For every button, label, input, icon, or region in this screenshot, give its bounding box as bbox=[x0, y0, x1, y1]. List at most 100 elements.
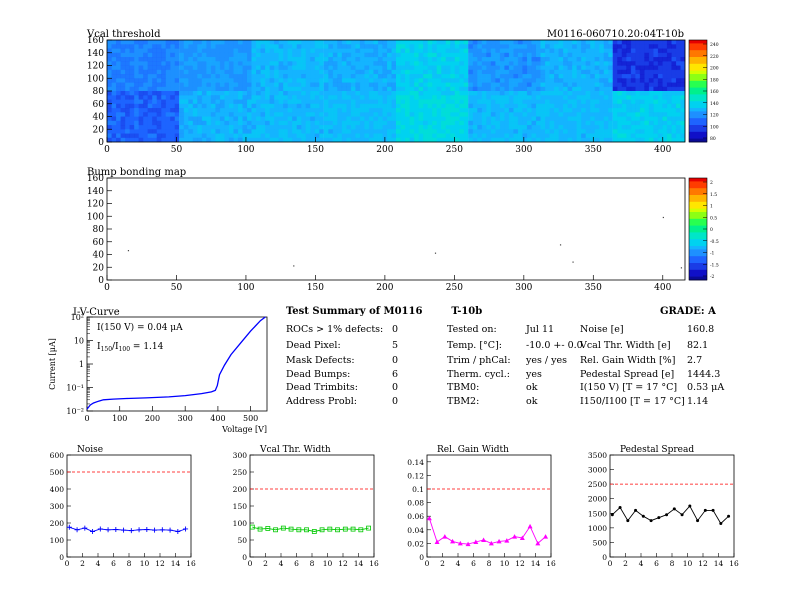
pixel-cell bbox=[653, 65, 659, 71]
pixel-cell bbox=[572, 52, 577, 58]
pixel-cell bbox=[346, 74, 352, 79]
pixel-cell bbox=[517, 137, 523, 143]
pixel-cell bbox=[165, 116, 171, 122]
pixel-cell bbox=[256, 103, 261, 109]
pixel-cell bbox=[233, 65, 239, 71]
pixel-cell bbox=[111, 40, 117, 45]
pixel-cell bbox=[508, 112, 514, 117]
pixel-cell bbox=[183, 61, 189, 66]
pixel-cell bbox=[414, 129, 419, 134]
pixel-cell bbox=[590, 125, 595, 130]
x-tick-label: 300 bbox=[178, 414, 193, 423]
pixel-cell bbox=[666, 116, 672, 122]
x-tick-label: 0 bbox=[65, 559, 70, 568]
pixel-cell bbox=[265, 69, 270, 75]
data-point bbox=[257, 526, 263, 532]
pixel-cell bbox=[283, 129, 288, 134]
pixel-cell bbox=[292, 125, 297, 130]
pixel-cell bbox=[612, 99, 618, 105]
condition-label: TBM2: bbox=[447, 396, 480, 407]
pixel-cell bbox=[409, 52, 415, 58]
pixel-cell bbox=[590, 95, 595, 100]
pixel-cell bbox=[495, 103, 501, 109]
pixel-cell bbox=[594, 91, 600, 96]
pixel-cell bbox=[472, 91, 478, 96]
pixel-cell bbox=[486, 69, 492, 75]
pixel-cell bbox=[445, 40, 451, 45]
pixel-cell bbox=[147, 125, 153, 130]
pixel-cell bbox=[549, 69, 555, 75]
pixel-cell bbox=[260, 57, 266, 62]
pixel-cell bbox=[635, 137, 641, 143]
pixel-cell bbox=[599, 133, 605, 139]
pixel-cell bbox=[174, 48, 180, 54]
pixel-cell bbox=[278, 48, 284, 54]
pixel-cell bbox=[174, 78, 180, 83]
pixel-cell bbox=[156, 86, 162, 92]
pixel-cell bbox=[197, 61, 203, 66]
pixel-cell bbox=[590, 48, 595, 54]
pixel-cell bbox=[671, 103, 677, 109]
pixel-cell bbox=[549, 52, 555, 58]
pixel-cell bbox=[305, 116, 311, 122]
pixel-cell bbox=[409, 103, 415, 109]
pixel-cell bbox=[152, 57, 157, 62]
pixel-cell bbox=[666, 44, 672, 49]
y-tick-label: 3000 bbox=[588, 466, 607, 475]
pixel-cell bbox=[549, 78, 555, 83]
pixel-cell bbox=[183, 116, 189, 122]
pixel-cell bbox=[585, 78, 591, 83]
pixel-cell bbox=[423, 61, 428, 66]
pixel-cell bbox=[373, 57, 379, 62]
pixel-cell bbox=[472, 40, 478, 45]
pixel-cell bbox=[400, 91, 406, 96]
pixel-cell bbox=[283, 95, 288, 100]
pixel-cell bbox=[545, 48, 550, 54]
pixel-cell bbox=[278, 52, 284, 58]
pixel-cell bbox=[111, 65, 117, 71]
pixel-cell bbox=[283, 52, 288, 58]
pixel-cell bbox=[675, 137, 681, 143]
pixel-cell bbox=[174, 61, 180, 66]
pixel-cell bbox=[192, 78, 198, 83]
pixel-cell bbox=[648, 78, 654, 83]
pixel-cell bbox=[323, 65, 329, 71]
pixel-cell bbox=[626, 108, 632, 113]
pixel-cell bbox=[581, 133, 586, 139]
pixel-cell bbox=[594, 108, 600, 113]
pixel-cell bbox=[228, 40, 234, 45]
pixel-cell bbox=[662, 78, 668, 83]
pixel-cell bbox=[256, 82, 261, 88]
pixel-cell bbox=[346, 116, 352, 122]
x-tick-label: 16 bbox=[729, 559, 739, 568]
pixel-cell bbox=[612, 95, 618, 100]
pixel-cell bbox=[192, 86, 198, 92]
x-tick-label: 150 bbox=[307, 283, 324, 293]
pixel-cell bbox=[332, 99, 338, 105]
pixel-cell bbox=[599, 137, 605, 143]
pixel-cell bbox=[405, 78, 410, 83]
pixel-cell bbox=[599, 57, 605, 62]
pixel-cell bbox=[170, 40, 176, 45]
pixel-cell bbox=[603, 95, 609, 100]
pixel-cell bbox=[531, 112, 537, 117]
x-tick-label: 8 bbox=[670, 559, 675, 568]
pixel-cell bbox=[332, 120, 338, 126]
pixel-cell bbox=[206, 108, 212, 113]
pixel-cell bbox=[265, 74, 270, 79]
pixel-cell bbox=[608, 129, 614, 134]
result-label: Pedestal Spread [e] bbox=[580, 369, 675, 380]
pixel-cell bbox=[188, 95, 194, 100]
pixel-cell bbox=[224, 69, 230, 75]
pixel-cell bbox=[626, 133, 632, 139]
y-tick-label: 100 bbox=[87, 212, 104, 222]
pixel-cell bbox=[228, 133, 234, 139]
pixel-cell bbox=[513, 129, 519, 134]
pixel-cell bbox=[409, 91, 415, 96]
pixel-cell bbox=[210, 57, 216, 62]
pixel-cell bbox=[355, 40, 361, 45]
pixel-cell bbox=[535, 116, 541, 122]
pixel-cell bbox=[617, 48, 623, 54]
pixel-cell bbox=[468, 57, 474, 62]
data-point bbox=[249, 524, 255, 530]
